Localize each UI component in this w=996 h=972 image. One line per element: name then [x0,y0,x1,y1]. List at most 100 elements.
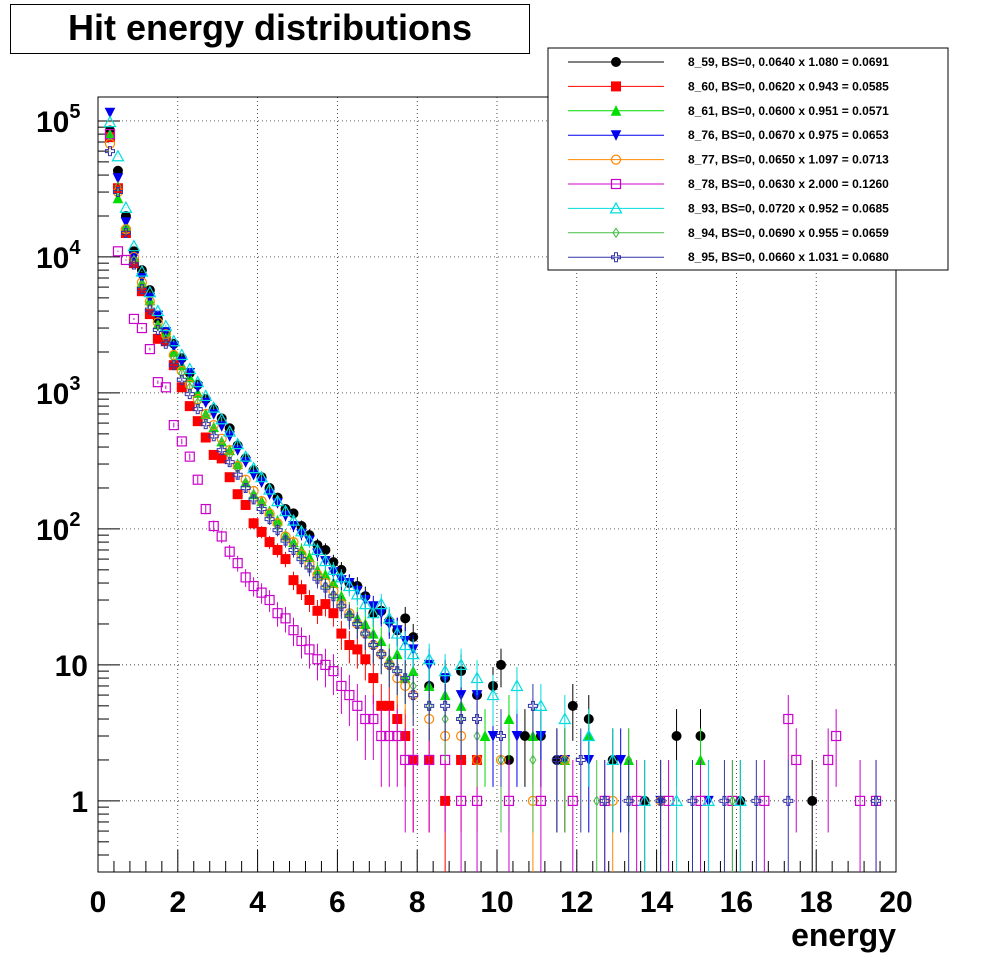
data-point [360,713,371,725]
data-point [486,688,500,701]
legend-marker [611,81,621,92]
data-point [104,146,115,157]
data-point [120,217,132,228]
data-point [296,584,307,595]
data-point [390,626,404,639]
data-point [310,543,324,556]
data-point [823,754,834,766]
y-tick-label: 1 [71,786,88,819]
data-point [112,173,124,184]
data-point [503,795,515,806]
data-point [256,504,267,515]
data-point [392,730,403,742]
y-tick-label: 104 [36,237,81,275]
chart-title: Hit energy distributions [67,7,473,48]
data-point [350,587,364,600]
data-point [408,690,419,701]
data-point [280,613,291,624]
data-point [360,628,371,639]
data-point [382,611,396,624]
data-point [671,731,682,742]
data-point [312,654,323,665]
legend-marker [610,178,622,190]
legend-entry: 8_78, BS=0, 0.0630 x 2.000 = 0.1260 [688,177,889,191]
data-point [400,613,411,624]
data-point [104,129,116,140]
data-point [503,713,515,725]
data-point [248,494,259,505]
data-point [807,795,818,806]
data-point [128,251,140,263]
data-point [551,754,562,765]
data-point [216,445,227,456]
data-point [487,731,499,742]
data-point [408,754,419,766]
data-point [136,277,147,288]
data-point [527,700,538,711]
data-point [232,469,243,480]
data-point [318,554,332,567]
data-point [136,284,147,295]
data-point [128,259,139,270]
data-point [312,605,323,616]
data-point [168,360,179,371]
data-point [831,730,842,742]
data-point [296,635,307,647]
data-point [208,520,219,532]
data-point [352,618,363,629]
data-point [422,652,436,665]
legend-entry: 8_76, BS=0, 0.0670 x 0.975 = 0.0653 [688,128,889,142]
data-point [352,644,363,655]
y-tick-label: 102 [36,509,81,547]
data-point [304,595,315,606]
data-point [294,524,309,537]
data-point [759,795,770,806]
data-point [224,546,235,557]
data-point [599,795,610,806]
legend-marker [612,227,620,239]
data-point [302,533,316,546]
legend-entry: 8_93, BS=0, 0.0720 x 0.952 = 0.0685 [688,201,889,215]
data-point [223,424,237,437]
data-point [615,754,626,766]
data-point [216,531,227,542]
data-point [320,582,331,593]
data-point [334,570,348,583]
data-point [272,544,283,555]
data-point [623,795,634,806]
data-point [320,599,331,610]
data-point [304,644,315,655]
data-point [567,700,578,711]
legend-marker [611,252,621,263]
data-point [376,649,387,660]
data-point [114,181,122,192]
legend-marker [610,154,622,165]
data-point [670,794,684,806]
data-point [336,628,347,639]
axis-ticks [97,120,897,873]
data-point [127,239,141,252]
data-point [783,795,794,806]
data-point [194,397,202,408]
x-axis-label: energy [791,917,896,953]
data-point [232,558,243,569]
data-point [152,377,163,388]
data-point [384,700,395,711]
x-tick-label: 18 [800,886,833,919]
data-point [112,192,124,204]
x-tick-label: 14 [640,886,674,919]
series-7 [103,115,747,872]
data-point [208,431,219,442]
data-point [575,754,586,765]
data-point [871,795,882,806]
data-point [175,348,189,361]
legend-marker [609,201,623,214]
data-point [406,647,420,660]
data-point [151,304,165,317]
data-point [511,731,523,742]
data-point [119,200,133,213]
data-point [320,659,331,671]
data-point [655,795,666,806]
data-point [264,594,275,606]
